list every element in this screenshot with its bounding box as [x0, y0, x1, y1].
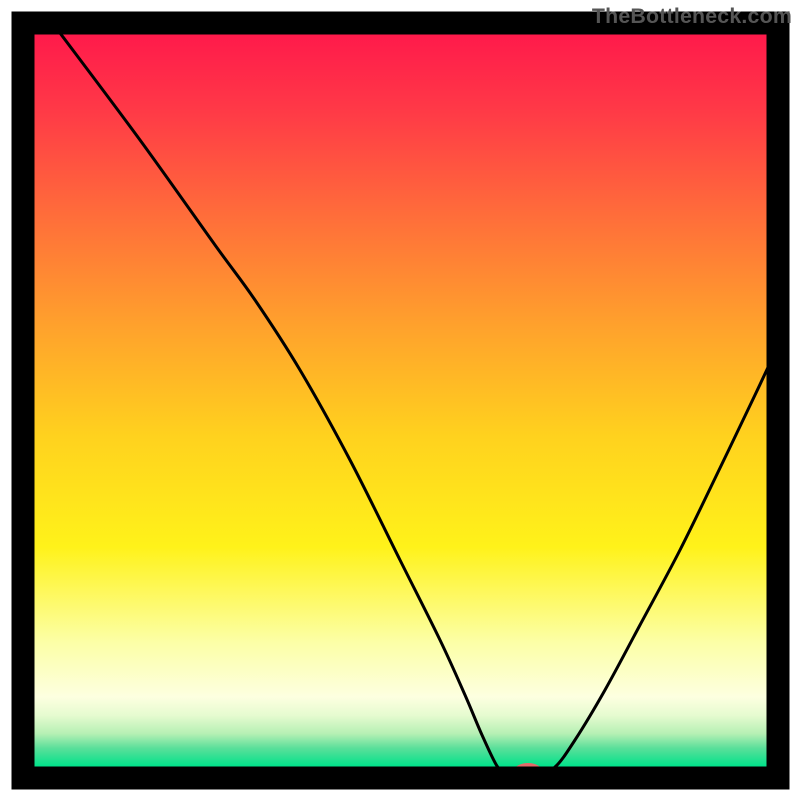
- bottleneck-chart: TheBottleneck.com: [0, 0, 800, 800]
- watermark-text: TheBottleneck.com: [592, 4, 792, 29]
- chart-svg: [0, 0, 800, 800]
